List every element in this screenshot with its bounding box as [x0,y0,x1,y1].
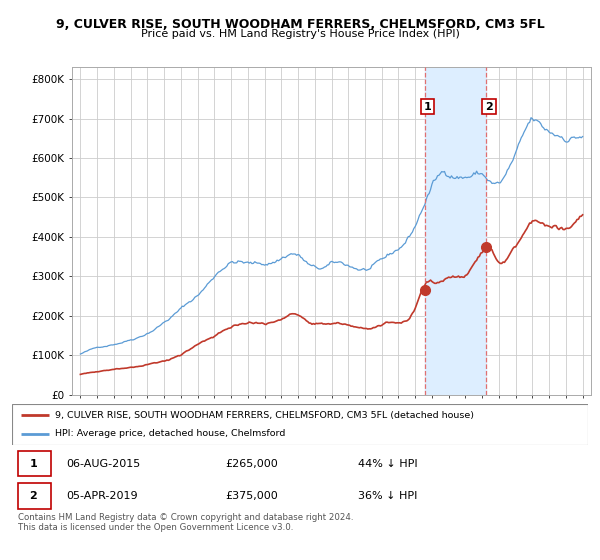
Text: £375,000: £375,000 [225,491,278,501]
Text: 1: 1 [424,101,431,111]
Text: Contains HM Land Registry data © Crown copyright and database right 2024.
This d: Contains HM Land Registry data © Crown c… [18,513,353,533]
Text: 2: 2 [29,491,37,501]
Text: HPI: Average price, detached house, Chelmsford: HPI: Average price, detached house, Chel… [55,430,286,438]
Text: 9, CULVER RISE, SOUTH WOODHAM FERRERS, CHELMSFORD, CM3 5FL (detached house): 9, CULVER RISE, SOUTH WOODHAM FERRERS, C… [55,410,474,419]
Text: 36% ↓ HPI: 36% ↓ HPI [358,491,417,501]
Text: 1: 1 [29,459,37,469]
Text: £265,000: £265,000 [225,459,278,469]
Text: 06-AUG-2015: 06-AUG-2015 [67,459,141,469]
Text: 44% ↓ HPI: 44% ↓ HPI [358,459,417,469]
Bar [425,67,487,395]
Text: 05-APR-2019: 05-APR-2019 [67,491,139,501]
Text: Price paid vs. HM Land Registry's House Price Index (HPI): Price paid vs. HM Land Registry's House … [140,29,460,39]
Text: 9, CULVER RISE, SOUTH WOODHAM FERRERS, CHELMSFORD, CM3 5FL: 9, CULVER RISE, SOUTH WOODHAM FERRERS, C… [56,18,544,31]
FancyBboxPatch shape [18,451,51,477]
Text: 2: 2 [485,101,493,111]
FancyBboxPatch shape [18,483,51,508]
